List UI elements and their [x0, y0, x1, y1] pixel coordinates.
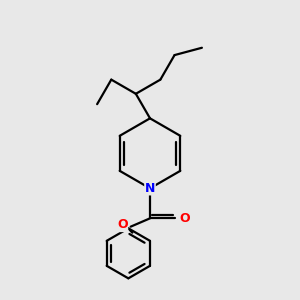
- Text: N: N: [145, 182, 155, 195]
- Text: O: O: [117, 218, 128, 232]
- Text: O: O: [179, 212, 190, 225]
